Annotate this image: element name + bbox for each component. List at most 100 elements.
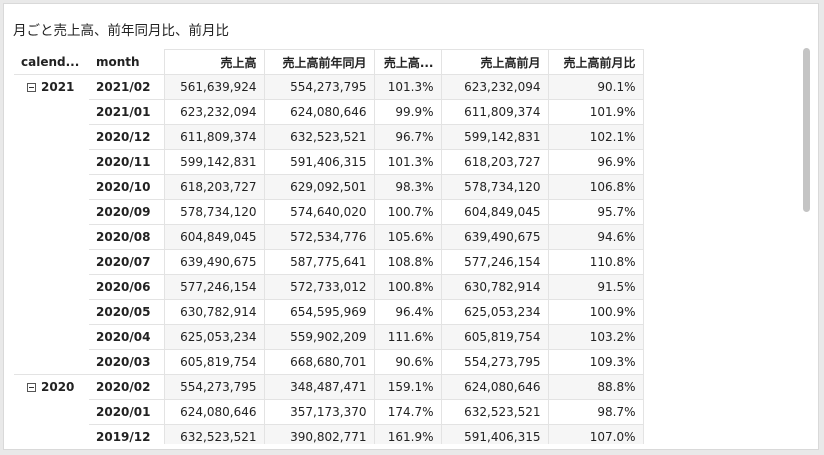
sales-yoy-cell: 100.8%: [373, 274, 442, 300]
collapse-icon[interactable]: [27, 383, 36, 392]
sales-prev-month-cell: 599,142,831: [440, 124, 549, 150]
sales-cell: 632,523,521: [163, 424, 265, 444]
sales-prev-year-cell: 629,092,501: [263, 174, 375, 200]
sales-mom-cell: 106.8%: [547, 174, 644, 200]
sales-yoy-cell: 105.6%: [373, 224, 442, 250]
sales-prev-month-cell: 604,849,045: [440, 199, 549, 225]
year-group-cell: [14, 300, 89, 325]
sales-yoy-cell: 100.7%: [373, 199, 442, 225]
sales-cell: 625,053,234: [163, 324, 265, 350]
year-group-cell: [14, 225, 89, 250]
sales-prev-year-cell: 572,534,776: [263, 224, 375, 250]
sales-cell: 639,490,675: [163, 249, 265, 275]
sales-prev-year-cell: 574,640,020: [263, 199, 375, 225]
header-row: calend... month 売上高 売上高前年同月 売上高... 売上高前月…: [14, 49, 644, 75]
sales-prev-year-cell: 348,487,471: [263, 374, 375, 400]
sales-mom-cell: 94.6%: [547, 224, 644, 250]
sales-cell: 599,142,831: [163, 149, 265, 175]
sales-cell: 605,819,754: [163, 349, 265, 375]
column-header-sales-yoy[interactable]: 売上高...: [373, 49, 442, 75]
month-cell: 2020/05: [89, 299, 164, 325]
month-cell: 2020/06: [89, 274, 164, 300]
sales-cell: 623,232,094: [163, 99, 265, 125]
table-row: 2021 2021/02 561,639,924 554,273,795 101.3% 6…: [14, 74, 644, 100]
visual-panel: 月ごと売上高、前年同月比、前月比 calend... month 売上高 売上高…: [3, 3, 819, 450]
month-cell: 2020/07: [89, 249, 164, 275]
sales-prev-year-cell: 587,775,641: [263, 249, 375, 275]
sales-mom-cell: 91.5%: [547, 274, 644, 300]
sales-prev-month-cell: 623,232,094: [440, 74, 549, 100]
year-group-cell: 2020: [14, 374, 89, 400]
sales-mom-cell: 100.9%: [547, 299, 644, 325]
sales-prev-year-cell: 668,680,701: [263, 349, 375, 375]
table-row: 2020/06 577,246,154 572,733,012 100.8% 630,7…: [14, 274, 644, 300]
table-row: 2020/12 611,809,374 632,523,521 96.7% 599,14…: [14, 124, 644, 150]
month-cell: 2020/01: [89, 399, 164, 425]
sales-mom-cell: 88.8%: [547, 374, 644, 400]
sales-cell: 630,782,914: [163, 299, 265, 325]
column-header-month[interactable]: month: [89, 49, 164, 75]
sales-yoy-cell: 159.1%: [373, 374, 442, 400]
sales-prev-month-cell: 639,490,675: [440, 224, 549, 250]
month-cell: 2021/02: [89, 74, 164, 100]
table-row: 2020/03 605,819,754 668,680,701 90.6% 554,27…: [14, 349, 644, 375]
column-header-sales[interactable]: 売上高: [163, 49, 265, 75]
sales-mom-cell: 110.8%: [547, 249, 644, 275]
sales-prev-month-cell: 624,080,646: [440, 374, 549, 400]
table-row: 2020/05 630,782,914 654,595,969 96.4% 625,05…: [14, 299, 644, 325]
sales-prev-year-cell: 654,595,969: [263, 299, 375, 325]
month-cell: 2020/08: [89, 224, 164, 250]
table-body: 2021 2021/02 561,639,924 554,273,795 101.3% 6…: [14, 74, 644, 445]
year-label: 2021: [41, 80, 75, 94]
sales-mom-cell: 103.2%: [547, 324, 644, 350]
sales-cell: 611,809,374: [163, 124, 265, 150]
sales-yoy-cell: 90.6%: [373, 349, 442, 375]
year-group-cell: [14, 100, 89, 125]
visual-title: 月ごと売上高、前年同月比、前月比: [13, 23, 229, 39]
sales-yoy-cell: 174.7%: [373, 399, 442, 425]
month-cell: 2021/01: [89, 99, 164, 125]
sales-prev-year-cell: 624,080,646: [263, 99, 375, 125]
collapse-icon[interactable]: [27, 83, 36, 92]
sales-prev-month-cell: 611,809,374: [440, 99, 549, 125]
data-table: calend... month 売上高 売上高前年同月 売上高... 売上高前月…: [14, 49, 644, 444]
year-group-cell: [14, 275, 89, 300]
table-row: 2020 2020/02 554,273,795 348,487,471 159.1% 6…: [14, 374, 644, 400]
table-row: 2019/12 632,523,521 390,802,771 161.9% 591,4…: [14, 424, 644, 445]
month-cell: 2020/11: [89, 149, 164, 175]
month-cell: 2020/09: [89, 199, 164, 225]
table-row: 2020/08 604,849,045 572,534,776 105.6% 639,4…: [14, 224, 644, 250]
year-group-cell: [14, 150, 89, 175]
column-header-sales-prev-month[interactable]: 売上高前月: [440, 49, 549, 75]
sales-mom-cell: 90.1%: [547, 74, 644, 100]
sales-yoy-cell: 101.3%: [373, 149, 442, 175]
sales-prev-year-cell: 390,802,771: [263, 424, 375, 444]
sales-prev-month-cell: 554,273,795: [440, 349, 549, 375]
sales-prev-year-cell: 559,902,209: [263, 324, 375, 350]
vertical-scrollbar[interactable]: [803, 48, 810, 212]
sales-prev-month-cell: 605,819,754: [440, 324, 549, 350]
sales-cell: 561,639,924: [163, 74, 265, 100]
sales-prev-month-cell: 630,782,914: [440, 274, 549, 300]
year-group-cell: [14, 425, 89, 445]
sales-prev-month-cell: 578,734,120: [440, 174, 549, 200]
month-cell: 2020/03: [89, 349, 164, 375]
month-cell: 2020/10: [89, 174, 164, 200]
column-header-sales-mom[interactable]: 売上高前月比: [547, 49, 644, 75]
sales-mom-cell: 102.1%: [547, 124, 644, 150]
sales-prev-year-cell: 591,406,315: [263, 149, 375, 175]
table-row: 2020/04 625,053,234 559,902,209 111.6% 605,8…: [14, 324, 644, 350]
sales-cell: 578,734,120: [163, 199, 265, 225]
sales-yoy-cell: 111.6%: [373, 324, 442, 350]
sales-yoy-cell: 101.3%: [373, 74, 442, 100]
sales-prev-month-cell: 625,053,234: [440, 299, 549, 325]
year-label: 2020: [41, 380, 75, 394]
month-cell: 2020/04: [89, 324, 164, 350]
year-group-cell: [14, 175, 89, 200]
column-header-calendar[interactable]: calend...: [14, 49, 89, 75]
sales-cell: 618,203,727: [163, 174, 265, 200]
year-group-cell: [14, 125, 89, 150]
sales-mom-cell: 109.3%: [547, 349, 644, 375]
sales-mom-cell: 98.7%: [547, 399, 644, 425]
column-header-sales-prev-year[interactable]: 売上高前年同月: [263, 49, 375, 75]
